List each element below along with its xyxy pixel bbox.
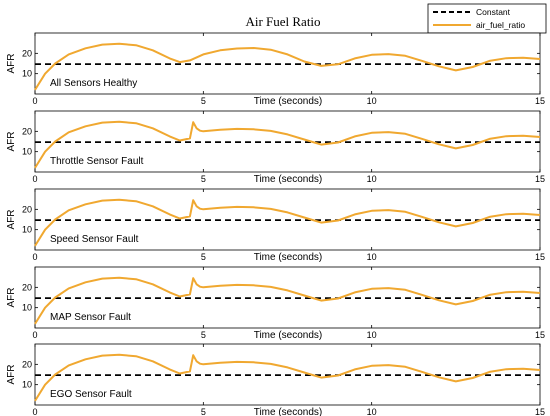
x-axis-label: Time (seconds) [254, 330, 323, 341]
panel-label: EGO Sensor Fault [50, 389, 132, 400]
y-tick-label: 20 [22, 48, 32, 58]
y-axis-label: AFR [6, 132, 17, 152]
x-tick-label: 0 [32, 252, 37, 262]
y-tick-label: 20 [22, 282, 32, 292]
x-tick-label: 10 [367, 330, 377, 340]
panel-4: 0 5 10 15 10 20 MAP Sensor Fault AFR Time (secon… [6, 266, 545, 341]
x-tick-label: 0 [32, 330, 37, 340]
panel-3: 0 5 10 15 10 20 Speed Sensor Fault AFR Time (sec… [6, 188, 545, 263]
air-fuel-ratio-line [34, 353, 541, 402]
x-tick-label: 15 [535, 407, 545, 416]
y-tick-label: 10 [22, 380, 32, 390]
x-tick-label: 5 [201, 96, 206, 106]
legend: Constant air_fuel_ratio [427, 3, 547, 34]
x-axis-label: Time (seconds) [254, 252, 323, 263]
y-axis-label: AFR [6, 210, 17, 230]
x-tick-label: 15 [535, 252, 545, 262]
air-fuel-ratio-line [34, 276, 541, 325]
x-tick-label: 5 [201, 252, 206, 262]
panel-label: Throttle Sensor Fault [50, 156, 144, 167]
x-tick-label: 10 [367, 96, 377, 106]
panel-label: All Sensors Healthy [50, 78, 137, 89]
x-tick-label: 5 [201, 330, 206, 340]
x-tick-label: 15 [535, 174, 545, 184]
x-tick-label: 15 [535, 96, 545, 106]
x-axis-label: Time (seconds) [254, 174, 323, 185]
y-tick-label: 20 [22, 359, 32, 369]
x-tick-label: 0 [32, 96, 37, 106]
y-axis-label: AFR [6, 288, 17, 308]
panel-label: MAP Sensor Fault [50, 312, 131, 323]
air-fuel-ratio-line [34, 42, 541, 91]
x-tick-label: 10 [367, 252, 377, 262]
x-tick-label: 0 [32, 407, 37, 416]
panel-5: 0 5 10 15 10 20 EGO Sensor Fault AFR Time (secon… [6, 343, 545, 416]
panels: 0 5 10 15 10 20 All Sensors Healthy AFR Time (se… [6, 32, 545, 416]
chart-title: Air Fuel Ratio [245, 14, 320, 29]
x-tick-label: 5 [201, 174, 206, 184]
x-tick-label: 15 [535, 330, 545, 340]
y-tick-label: 20 [22, 126, 32, 136]
panel-1: 0 5 10 15 10 20 All Sensors Healthy AFR Time (se… [6, 32, 545, 107]
x-tick-label: 0 [32, 174, 37, 184]
x-axis-label: Time (seconds) [254, 96, 323, 107]
y-tick-label: 10 [22, 69, 32, 79]
x-tick-label: 10 [367, 407, 377, 416]
y-tick-label: 20 [22, 204, 32, 214]
legend-afr-label: air_fuel_ratio [476, 20, 525, 30]
y-tick-label: 10 [22, 147, 32, 157]
panel-2: 0 5 10 15 10 20 Throttle Sensor Fault AFR Time (… [6, 110, 545, 185]
y-tick-label: 10 [22, 303, 32, 313]
air-fuel-ratio-line [34, 198, 541, 247]
panel-label: Speed Sensor Fault [50, 234, 139, 245]
legend-constant-label: Constant [476, 7, 511, 17]
air-fuel-ratio-line [34, 120, 541, 169]
y-axis-label: AFR [6, 365, 17, 385]
y-axis-label: AFR [6, 54, 17, 74]
x-tick-label: 10 [367, 174, 377, 184]
x-tick-label: 5 [201, 407, 206, 416]
y-tick-label: 10 [22, 225, 32, 235]
legend-box [427, 3, 547, 34]
x-axis-label: Time (seconds) [254, 407, 323, 416]
